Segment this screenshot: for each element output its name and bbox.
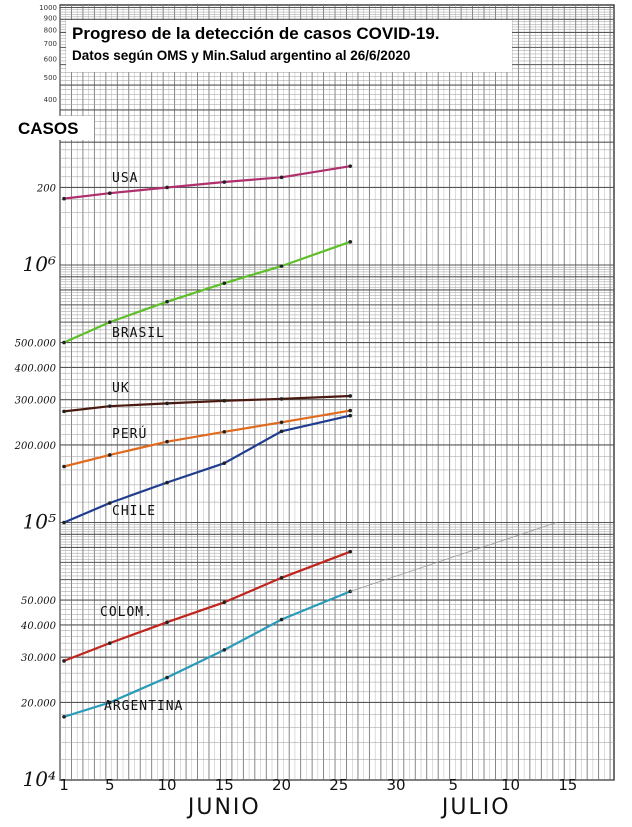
paper-scale-label: 600 [44, 55, 57, 63]
x-tick-label: 5 [105, 776, 115, 794]
x-tick-label: 15 [215, 776, 234, 794]
series-label: BRASIL [112, 326, 165, 341]
x-tick-label: 1 [59, 776, 69, 794]
series-point [108, 641, 112, 645]
series-point [279, 429, 284, 434]
series-point [348, 549, 353, 554]
series-point [222, 600, 227, 605]
series-point [222, 461, 227, 465]
x-tick-label: 5 [449, 776, 459, 794]
series-line [62, 590, 352, 718]
series-point [62, 340, 66, 345]
x-tick-label: 15 [558, 776, 577, 794]
series-point [279, 175, 284, 180]
series-point [222, 398, 227, 403]
y-label-background [14, 116, 94, 140]
paper-scale-label: 900 [44, 15, 57, 23]
series-line [62, 414, 352, 524]
x-tick-label: 10 [501, 776, 520, 794]
y-tick-label: 400.000 [14, 363, 57, 374]
series-point [165, 401, 169, 406]
series-point [279, 264, 284, 268]
series-point [62, 409, 66, 414]
series-point [279, 397, 284, 401]
series-point [165, 675, 169, 680]
x-tick-label: 25 [329, 776, 348, 794]
series-point [108, 191, 112, 196]
y-axis-ticks: 10⁴ 20.000 30.000 40.000 50.000 10⁵ 200.000 300… [14, 4, 57, 791]
series-line [62, 394, 352, 413]
series-label: CHILE [112, 504, 156, 519]
series-point [108, 453, 112, 457]
series-point [348, 164, 353, 168]
series-line [62, 550, 352, 662]
series-point [222, 648, 227, 652]
series-point [62, 196, 66, 201]
extrapolation-line [350, 522, 557, 592]
series-point [348, 408, 353, 413]
series-point [279, 575, 284, 580]
series-point [108, 501, 112, 505]
y-tick-label: 300.000 [15, 396, 57, 407]
series-label: USA [112, 171, 138, 186]
series-line [62, 165, 352, 200]
series-label: UK [112, 381, 130, 396]
paper-scale-label: 700 [44, 40, 57, 48]
series-point [165, 620, 169, 625]
series-label: PERÚ [112, 426, 147, 442]
y-tick-label: 10⁴ [23, 767, 56, 791]
series-point [348, 240, 353, 244]
series-point [62, 520, 66, 525]
series-point [348, 394, 353, 398]
series-label: COLOM. [100, 605, 153, 620]
series-point [165, 439, 169, 444]
paper-scale-label: 500 [44, 74, 57, 82]
chart-series: USA BRASIL UK PERÚ CHILE COLOM. ARGENTINA [62, 164, 557, 719]
y-tick-label: 10⁵ [23, 510, 56, 534]
y-tick-label: 20.000 [20, 698, 57, 709]
series-point [108, 404, 112, 408]
series-point [222, 281, 227, 285]
series-point [165, 185, 169, 190]
series-point [62, 464, 66, 469]
series-point [62, 659, 66, 663]
y-tick-label: 30.000 [21, 653, 57, 664]
chart-grid [59, 4, 615, 781]
y-axis-label: CASOS [18, 119, 79, 138]
paper-scale-label: 1000 [39, 4, 57, 12]
y-tick-label: 40.000 [20, 621, 57, 632]
series-point [222, 180, 227, 184]
x-tick-label: 10 [158, 776, 177, 794]
y-tick-label: 10⁶ [23, 252, 56, 276]
x-tick-label: 30 [387, 776, 406, 794]
x-group-label: JULIO [440, 795, 511, 820]
series-point [279, 617, 284, 622]
paper-scale-label: 400 [44, 96, 57, 104]
series-point [165, 480, 169, 485]
x-tick-label: 20 [272, 776, 291, 794]
series-point [348, 413, 353, 418]
series-label: ARGENTINA [104, 699, 183, 714]
series-point [108, 320, 112, 324]
series-line [62, 409, 352, 468]
x-group-label: JUNIO [186, 795, 261, 820]
y-tick-label: 200.000 [14, 441, 57, 452]
chart-subtitle: Datos según OMS y Min.Salud argentino al… [72, 48, 411, 63]
series-point [62, 714, 66, 719]
y-tick-label: 200 [36, 183, 57, 194]
series-point [279, 420, 284, 425]
y-tick-label: 500.000 [15, 339, 57, 350]
series-point [222, 430, 227, 434]
series-line [62, 240, 352, 344]
title-background [66, 20, 512, 72]
chart-title: Progreso de la detección de casos COVID-… [72, 24, 440, 43]
series-point [165, 299, 169, 304]
paper-scale-label: 800 [44, 26, 57, 34]
series-point [108, 700, 112, 705]
y-tick-label: 50.000 [21, 596, 57, 607]
